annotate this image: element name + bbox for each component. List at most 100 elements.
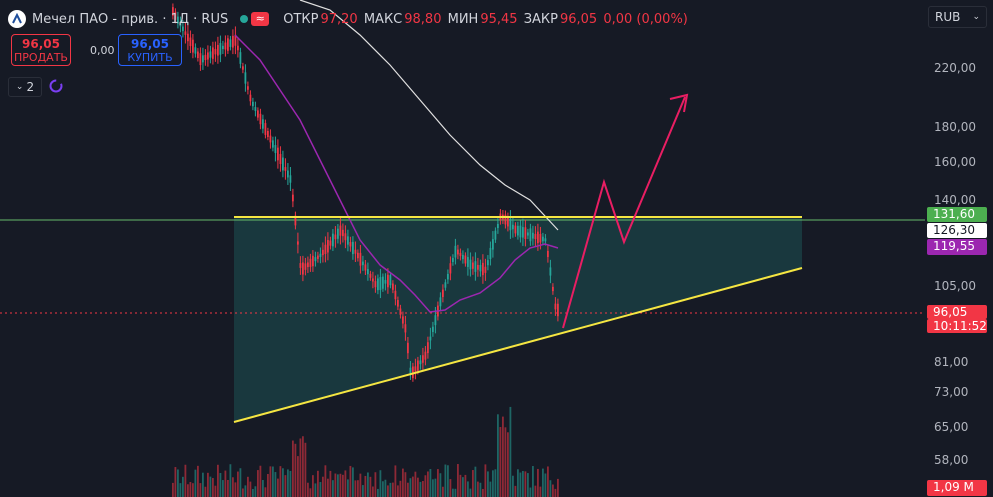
volume-bar	[197, 465, 199, 497]
volume-bar	[544, 473, 547, 497]
volume-bar	[254, 486, 257, 497]
volume-bar	[319, 482, 322, 497]
indicators-toggle[interactable]: ⌄ 2	[8, 77, 42, 97]
volume-bar	[514, 485, 517, 497]
sell-button[interactable]: 96,05 ПРОДАТЬ	[11, 34, 71, 66]
sell-price: 96,05	[22, 37, 60, 51]
volume-bar	[292, 440, 294, 497]
candle-body	[249, 94, 252, 102]
low-value: 95,45	[480, 11, 518, 27]
ma-white-line	[299, 0, 559, 231]
volume-bar	[312, 475, 314, 497]
volume-bar	[442, 486, 444, 497]
currency-select[interactable]: RUB ⌄	[928, 6, 987, 28]
candle-body	[537, 231, 539, 244]
axis-tick: 58,00	[934, 453, 969, 467]
volume-bar	[284, 475, 287, 497]
buy-label: КУПИТЬ	[127, 51, 173, 64]
candle-body	[407, 342, 409, 354]
candle-body	[314, 257, 317, 262]
candle-body	[497, 223, 499, 229]
volume-bar	[239, 468, 242, 497]
volume-bar	[307, 482, 309, 497]
candle-body	[512, 224, 514, 230]
axis-tick: 160,00	[934, 155, 976, 169]
volume-bar	[224, 470, 227, 497]
volume-bar	[554, 488, 557, 497]
candle-body	[372, 278, 374, 282]
symbol-title[interactable]: Мечел ПАО - прив. · 1Д · RUS	[32, 11, 229, 27]
candle-body	[339, 225, 342, 236]
candle-body	[259, 113, 262, 125]
volume-bar	[382, 481, 384, 497]
sync-icon[interactable]	[48, 78, 64, 94]
spread-value: 0,00	[90, 44, 115, 57]
volume-bar	[459, 474, 462, 497]
chart-header: Мечел ПАО - прив. · 1Д · RUS ≈ ОТКР 97,20…	[8, 9, 690, 29]
candle-body	[237, 45, 239, 51]
candle-body	[557, 303, 559, 317]
volume-bar	[542, 468, 544, 497]
candle-body	[302, 262, 304, 275]
volume-bar	[547, 466, 549, 497]
volume-bar	[477, 481, 479, 497]
volume-bar	[422, 481, 424, 497]
candle-body	[397, 300, 399, 307]
market-status[interactable]: ≈	[240, 12, 270, 26]
volume-bar	[247, 476, 249, 497]
candle-body	[534, 233, 537, 240]
volume-bar	[509, 406, 512, 497]
candle-body	[429, 336, 432, 341]
volume-bar	[302, 436, 304, 497]
volume-bar	[172, 482, 174, 497]
volume-bar	[209, 476, 212, 497]
volume-bar	[202, 472, 204, 497]
candle-body	[539, 233, 542, 243]
close-label: ЗАКР	[523, 11, 558, 27]
volume-bar	[462, 477, 464, 497]
candle-body	[542, 236, 544, 242]
volume-bar	[374, 472, 377, 497]
candle-body	[507, 217, 509, 227]
volume-bar	[229, 464, 232, 497]
candle-body	[254, 107, 257, 111]
volume-bar	[184, 464, 187, 497]
candle-body	[434, 315, 437, 326]
volume-bar	[404, 472, 407, 497]
candle-body	[527, 232, 529, 236]
axis-tick: 105,00	[934, 279, 976, 293]
volume-bar	[557, 478, 559, 497]
candle-body	[279, 153, 282, 165]
buy-price: 96,05	[131, 37, 169, 51]
volume-bar	[419, 481, 422, 497]
volume-bar	[327, 478, 329, 497]
volume-bar	[222, 480, 224, 497]
candle-body	[492, 239, 494, 250]
candle-body	[277, 147, 279, 161]
volume-bar	[299, 438, 302, 497]
candle-body	[204, 54, 207, 61]
candle-body	[337, 228, 339, 239]
candle-body	[514, 225, 517, 234]
candle-body	[402, 316, 404, 324]
volume-bar	[304, 442, 307, 497]
high-label: МАКС	[363, 11, 403, 27]
candle-body	[414, 366, 417, 372]
candle-body	[354, 249, 357, 254]
volume-bar	[194, 469, 197, 497]
candle-body	[274, 145, 277, 153]
volume-bar	[332, 480, 334, 497]
volume-bar	[192, 483, 194, 497]
candle-body	[469, 259, 472, 270]
mechel-logo-icon	[8, 10, 26, 28]
indicators-count: 2	[26, 80, 35, 94]
volume-bar	[449, 479, 452, 497]
candle-body	[199, 53, 202, 66]
candle-body	[319, 253, 322, 258]
candle-body	[214, 49, 217, 55]
buy-button[interactable]: 96,05 КУПИТЬ	[118, 34, 182, 66]
chevron-down-icon: ⌄	[15, 82, 24, 92]
candle-body	[494, 230, 497, 240]
high-value: 98,80	[404, 11, 442, 27]
